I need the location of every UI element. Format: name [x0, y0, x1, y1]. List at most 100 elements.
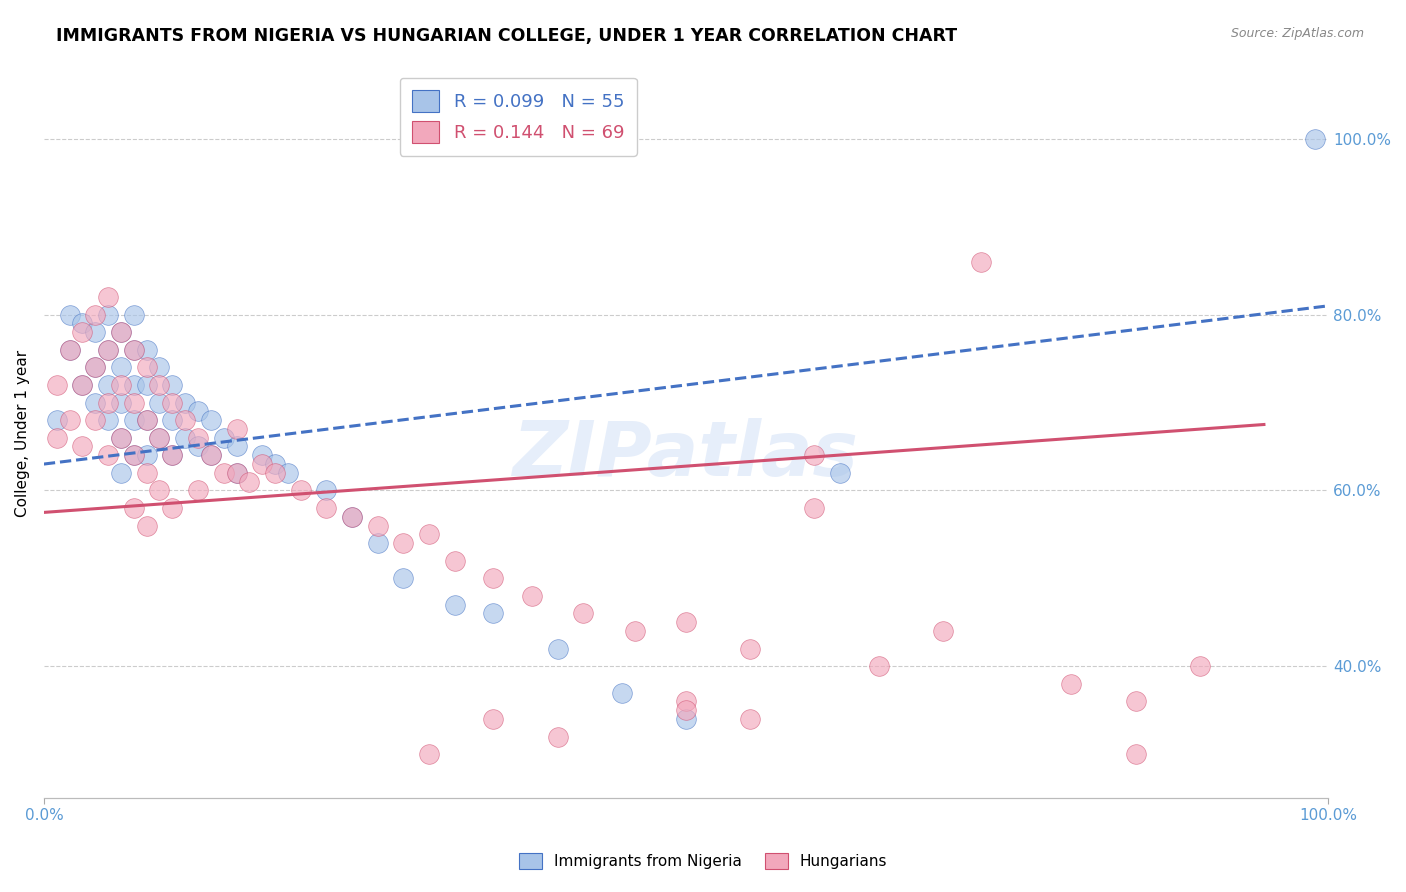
Point: [58, 343, 80, 357]
Point: [84, 395, 107, 409]
Text: IMMIGRANTS FROM NIGERIA VS HUNGARIAN COLLEGE, UNDER 1 YEAR CORRELATION CHART: IMMIGRANTS FROM NIGERIA VS HUNGARIAN COL…: [56, 27, 957, 45]
Point: [200, 413, 222, 427]
Point: [97, 448, 120, 462]
Point: [187, 404, 209, 418]
Point: [200, 448, 222, 462]
Point: [1060, 677, 1083, 691]
Point: [110, 395, 132, 409]
Point: [444, 598, 467, 612]
Point: [367, 536, 389, 550]
Point: [45, 413, 67, 427]
Point: [148, 378, 170, 392]
Point: [572, 607, 595, 621]
Point: [58, 413, 80, 427]
Point: [520, 589, 543, 603]
Point: [740, 641, 762, 656]
Point: [225, 440, 247, 454]
Point: [623, 624, 645, 638]
Point: [340, 509, 363, 524]
Point: [392, 571, 415, 585]
Text: Source: ZipAtlas.com: Source: ZipAtlas.com: [1230, 27, 1364, 40]
Point: [97, 308, 120, 322]
Point: [135, 518, 157, 533]
Point: [1125, 747, 1147, 761]
Point: [1303, 132, 1326, 146]
Point: [162, 501, 184, 516]
Point: [135, 378, 157, 392]
Point: [803, 501, 825, 516]
Point: [135, 448, 157, 462]
Point: [135, 413, 157, 427]
Point: [122, 378, 145, 392]
Point: [212, 431, 235, 445]
Point: [250, 457, 273, 471]
Point: [45, 378, 67, 392]
Point: [110, 431, 132, 445]
Point: [84, 308, 107, 322]
Legend: Immigrants from Nigeria, Hungarians: Immigrants from Nigeria, Hungarians: [513, 847, 893, 875]
Point: [122, 343, 145, 357]
Point: [277, 466, 299, 480]
Point: [392, 536, 415, 550]
Point: [264, 466, 287, 480]
Point: [122, 501, 145, 516]
Point: [122, 395, 145, 409]
Point: [122, 308, 145, 322]
Point: [97, 395, 120, 409]
Point: [97, 343, 120, 357]
Point: [675, 694, 697, 708]
Point: [110, 378, 132, 392]
Point: [110, 466, 132, 480]
Point: [162, 378, 184, 392]
Point: [122, 448, 145, 462]
Point: [264, 457, 287, 471]
Point: [162, 395, 184, 409]
Point: [547, 641, 569, 656]
Legend: R = 0.099   N = 55, R = 0.144   N = 69: R = 0.099 N = 55, R = 0.144 N = 69: [399, 78, 637, 156]
Point: [225, 422, 247, 436]
Point: [315, 483, 337, 498]
Point: [97, 413, 120, 427]
Point: [72, 440, 94, 454]
Point: [444, 554, 467, 568]
Point: [162, 448, 184, 462]
Point: [84, 360, 107, 375]
Point: [482, 571, 505, 585]
Point: [174, 413, 197, 427]
Point: [1125, 694, 1147, 708]
Point: [135, 360, 157, 375]
Point: [135, 466, 157, 480]
Point: [162, 413, 184, 427]
Point: [868, 659, 890, 673]
Point: [482, 607, 505, 621]
Point: [84, 325, 107, 339]
Point: [72, 378, 94, 392]
Point: [212, 466, 235, 480]
Point: [610, 685, 633, 699]
Point: [97, 290, 120, 304]
Point: [122, 413, 145, 427]
Point: [148, 395, 170, 409]
Point: [122, 343, 145, 357]
Point: [740, 712, 762, 726]
Point: [675, 615, 697, 630]
Point: [238, 475, 260, 489]
Point: [135, 343, 157, 357]
Point: [148, 483, 170, 498]
Point: [162, 448, 184, 462]
Point: [340, 509, 363, 524]
Point: [225, 466, 247, 480]
Point: [290, 483, 312, 498]
Y-axis label: College, Under 1 year: College, Under 1 year: [15, 350, 30, 516]
Point: [110, 325, 132, 339]
Point: [148, 360, 170, 375]
Point: [97, 378, 120, 392]
Point: [72, 325, 94, 339]
Point: [547, 730, 569, 744]
Point: [200, 448, 222, 462]
Point: [135, 413, 157, 427]
Point: [315, 501, 337, 516]
Point: [84, 413, 107, 427]
Text: ZIPatlas: ZIPatlas: [513, 418, 859, 492]
Point: [72, 317, 94, 331]
